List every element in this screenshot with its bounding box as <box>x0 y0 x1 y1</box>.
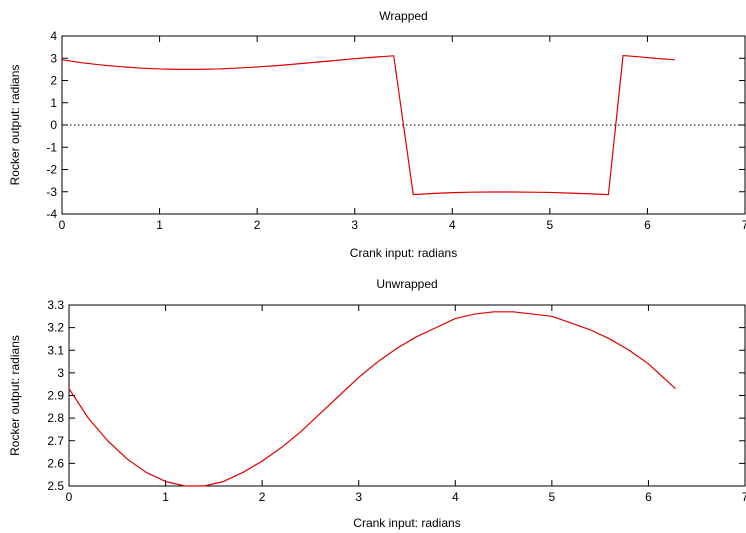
y-tick-label: 2.6 <box>47 456 64 470</box>
y-tick-label: 2.8 <box>47 411 64 425</box>
y-tick-label: 4 <box>50 29 57 43</box>
x-tick-label: 1 <box>156 218 163 232</box>
y-tick-label: 3 <box>57 366 64 380</box>
y-tick-label: 3.1 <box>47 343 64 357</box>
y-tick-label: 2.5 <box>47 479 64 493</box>
x-tick-label: 0 <box>66 490 73 504</box>
x-tick-label: 0 <box>59 218 66 232</box>
plot-frame <box>68 304 746 487</box>
y-tick-label: 2.9 <box>47 389 64 403</box>
x-tick-label: 3 <box>351 218 358 232</box>
y-axis-label: Rocker output: radians <box>8 65 22 186</box>
x-tick-label: 4 <box>452 490 459 504</box>
wrapped-chart: Wrapped 0 1 2 3 4 5 6 7 -4 -3 -2 -1 0 1 2 3 4 Crank input:… <box>8 9 746 260</box>
y-tick-label: 3.3 <box>47 298 64 312</box>
y-tick-label: 1 <box>50 96 57 110</box>
x-axis-label: Crank input: radians <box>350 246 457 260</box>
series-line <box>68 311 676 487</box>
x-tick-label: 6 <box>644 218 651 232</box>
x-tick-label: 5 <box>549 490 556 504</box>
y-tick-label: 3.2 <box>47 321 64 335</box>
x-tick-label: 6 <box>645 490 652 504</box>
y-axis-label: Rocker output: radians <box>8 335 22 456</box>
x-tick-label: 7 <box>742 218 746 232</box>
x-tick-label: 1 <box>162 490 169 504</box>
y-tick-label: -4 <box>46 207 57 221</box>
x-tick-label: 5 <box>547 218 554 232</box>
chart-title: Wrapped <box>379 9 427 23</box>
x-tick-label: 4 <box>449 218 456 232</box>
y-tick-label: 3 <box>50 51 57 65</box>
y-tick-label: 0 <box>50 118 57 132</box>
y-tick-label: 2.7 <box>47 434 64 448</box>
y-tick-label: -2 <box>46 163 57 177</box>
y-tick-label: -1 <box>46 140 57 154</box>
x-tick-label: 2 <box>254 218 261 232</box>
unwrapped-chart: Unwrapped 0 1 2 3 4 5 6 7 2.5 2.6 2.7 2.8 2.9 3 3.1 3.2 3… <box>8 277 746 530</box>
series-line <box>61 54 675 196</box>
y-tick-label: 2 <box>50 74 57 88</box>
chart-title: Unwrapped <box>376 277 437 291</box>
x-tick-label: 2 <box>259 490 266 504</box>
x-tick-label: 3 <box>355 490 362 504</box>
y-tick-label: -3 <box>46 185 57 199</box>
x-tick-label: 7 <box>742 490 746 504</box>
x-axis-label: Crank input: radians <box>353 516 460 530</box>
